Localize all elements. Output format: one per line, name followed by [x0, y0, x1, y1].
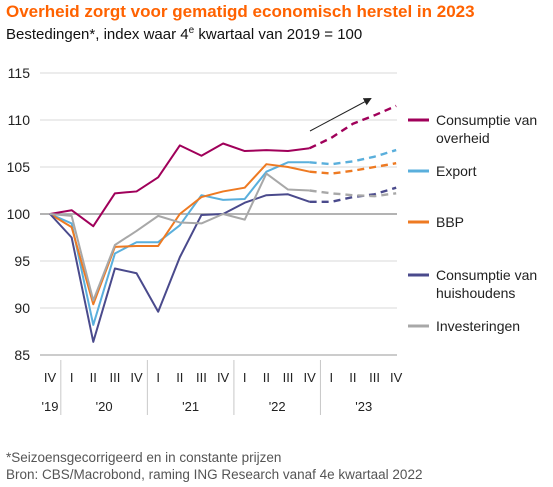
x-tick-year: '23: [355, 399, 372, 414]
x-tick-quarter: III: [283, 370, 294, 385]
footnote-method: *Seizoensgecorrigeerd en in constante pr…: [6, 450, 282, 465]
subtitle-post: kwartaal van 2019 = 100: [194, 26, 363, 43]
footnote-source: Bron: CBS/Macrobond, raming ING Research…: [6, 467, 423, 482]
x-tick-quarter: II: [349, 370, 356, 385]
series-line-forecast: [309, 104, 397, 150]
x-tick-quarter: IV: [44, 370, 57, 385]
x-tick-quarter: II: [90, 370, 97, 385]
x-tick-quarter: I: [156, 370, 160, 385]
subtitle-sup: e: [188, 25, 195, 36]
x-tick-year: '21: [182, 399, 199, 414]
legend-label: Consumptie van: [436, 267, 537, 283]
x-tick-quarter: III: [109, 370, 120, 385]
x-tick-quarter: I: [329, 370, 333, 385]
series-line-actual: [49, 193, 310, 343]
chart-subtitle: Bestedingen*, index waar 4e kwartaal van…: [6, 25, 362, 43]
y-tick-label: 85: [14, 347, 30, 363]
legend-label: Export: [436, 163, 477, 179]
chart-title: Overheid zorgt voor gematigd economisch …: [6, 2, 475, 21]
y-tick-label: 105: [7, 159, 31, 175]
legend-label: Consumptie van: [436, 112, 537, 128]
x-tick-quarter: I: [243, 370, 247, 385]
x-tick-year: '22: [269, 399, 286, 414]
y-tick-label: 110: [8, 112, 31, 128]
series-line-forecast: [309, 189, 397, 198]
y-tick-label: 90: [14, 300, 30, 316]
series-line-actual: [49, 163, 310, 306]
series-line-actual: [49, 172, 310, 302]
x-tick-quarter: II: [263, 370, 270, 385]
x-tick-quarter: II: [176, 370, 183, 385]
x-tick-quarter: I: [70, 370, 74, 385]
series-line-forecast: [309, 186, 397, 203]
x-tick-quarter: III: [196, 370, 207, 385]
x-tick-year: '19: [42, 399, 59, 414]
y-tick-label: 115: [8, 65, 31, 81]
x-tick-quarter: IV: [217, 370, 230, 385]
y-tick-label: 100: [7, 206, 31, 222]
series-line-forecast: [309, 148, 397, 166]
trend-arrow: [309, 98, 372, 132]
series-line-forecast: [309, 162, 397, 175]
y-tick-label: 95: [14, 253, 30, 269]
x-tick-quarter: III: [369, 370, 380, 385]
x-tick-quarter: IV: [390, 370, 403, 385]
subtitle-pre: Bestedingen*, index waar 4: [6, 26, 189, 43]
x-tick-quarter: IV: [303, 370, 316, 385]
legend-label: huishoudens: [436, 285, 515, 301]
legend-label: BBP: [436, 214, 464, 230]
legend-label: Investeringen: [436, 318, 520, 334]
series-line-actual: [49, 142, 310, 228]
legend-label: overheid: [436, 130, 490, 146]
x-tick-year: '20: [96, 399, 113, 414]
x-tick-quarter: IV: [130, 370, 143, 385]
series-line-actual: [49, 161, 310, 326]
